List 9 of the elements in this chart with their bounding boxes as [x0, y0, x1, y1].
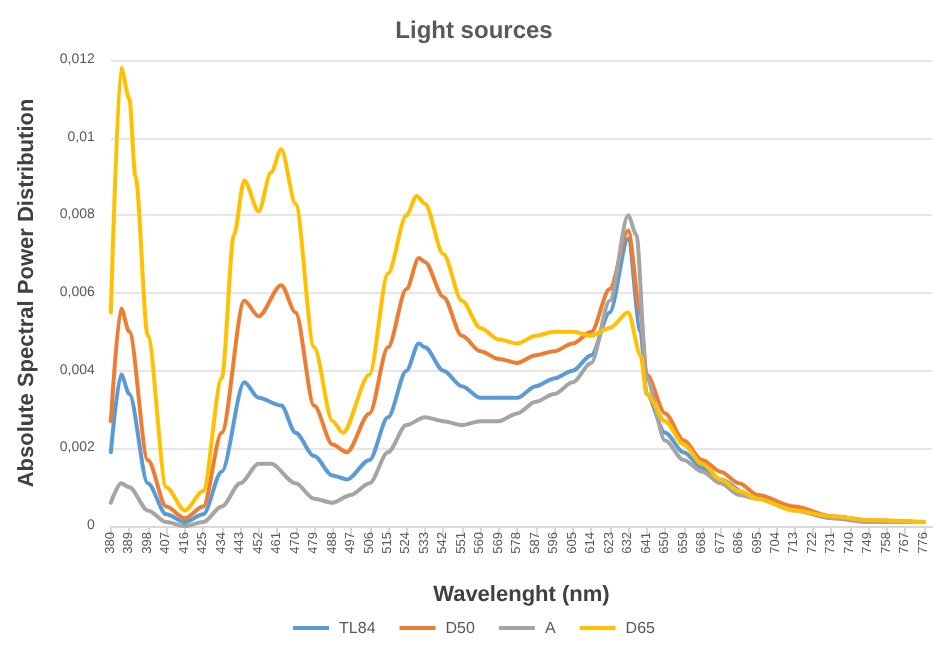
line-series [108, 236, 742, 525]
legend-label: TL84 [339, 619, 377, 637]
chart-title: Light sources [395, 16, 554, 44]
y-axis-title: Absolute Spectral Power Distribution [15, 98, 39, 488]
line-series [108, 65, 926, 525]
legend-label: D50 [445, 619, 476, 637]
legend-label: A [544, 619, 557, 637]
legend-label: D65 [625, 619, 657, 637]
x-axis-title: Wavelenght (nm) [433, 583, 611, 607]
